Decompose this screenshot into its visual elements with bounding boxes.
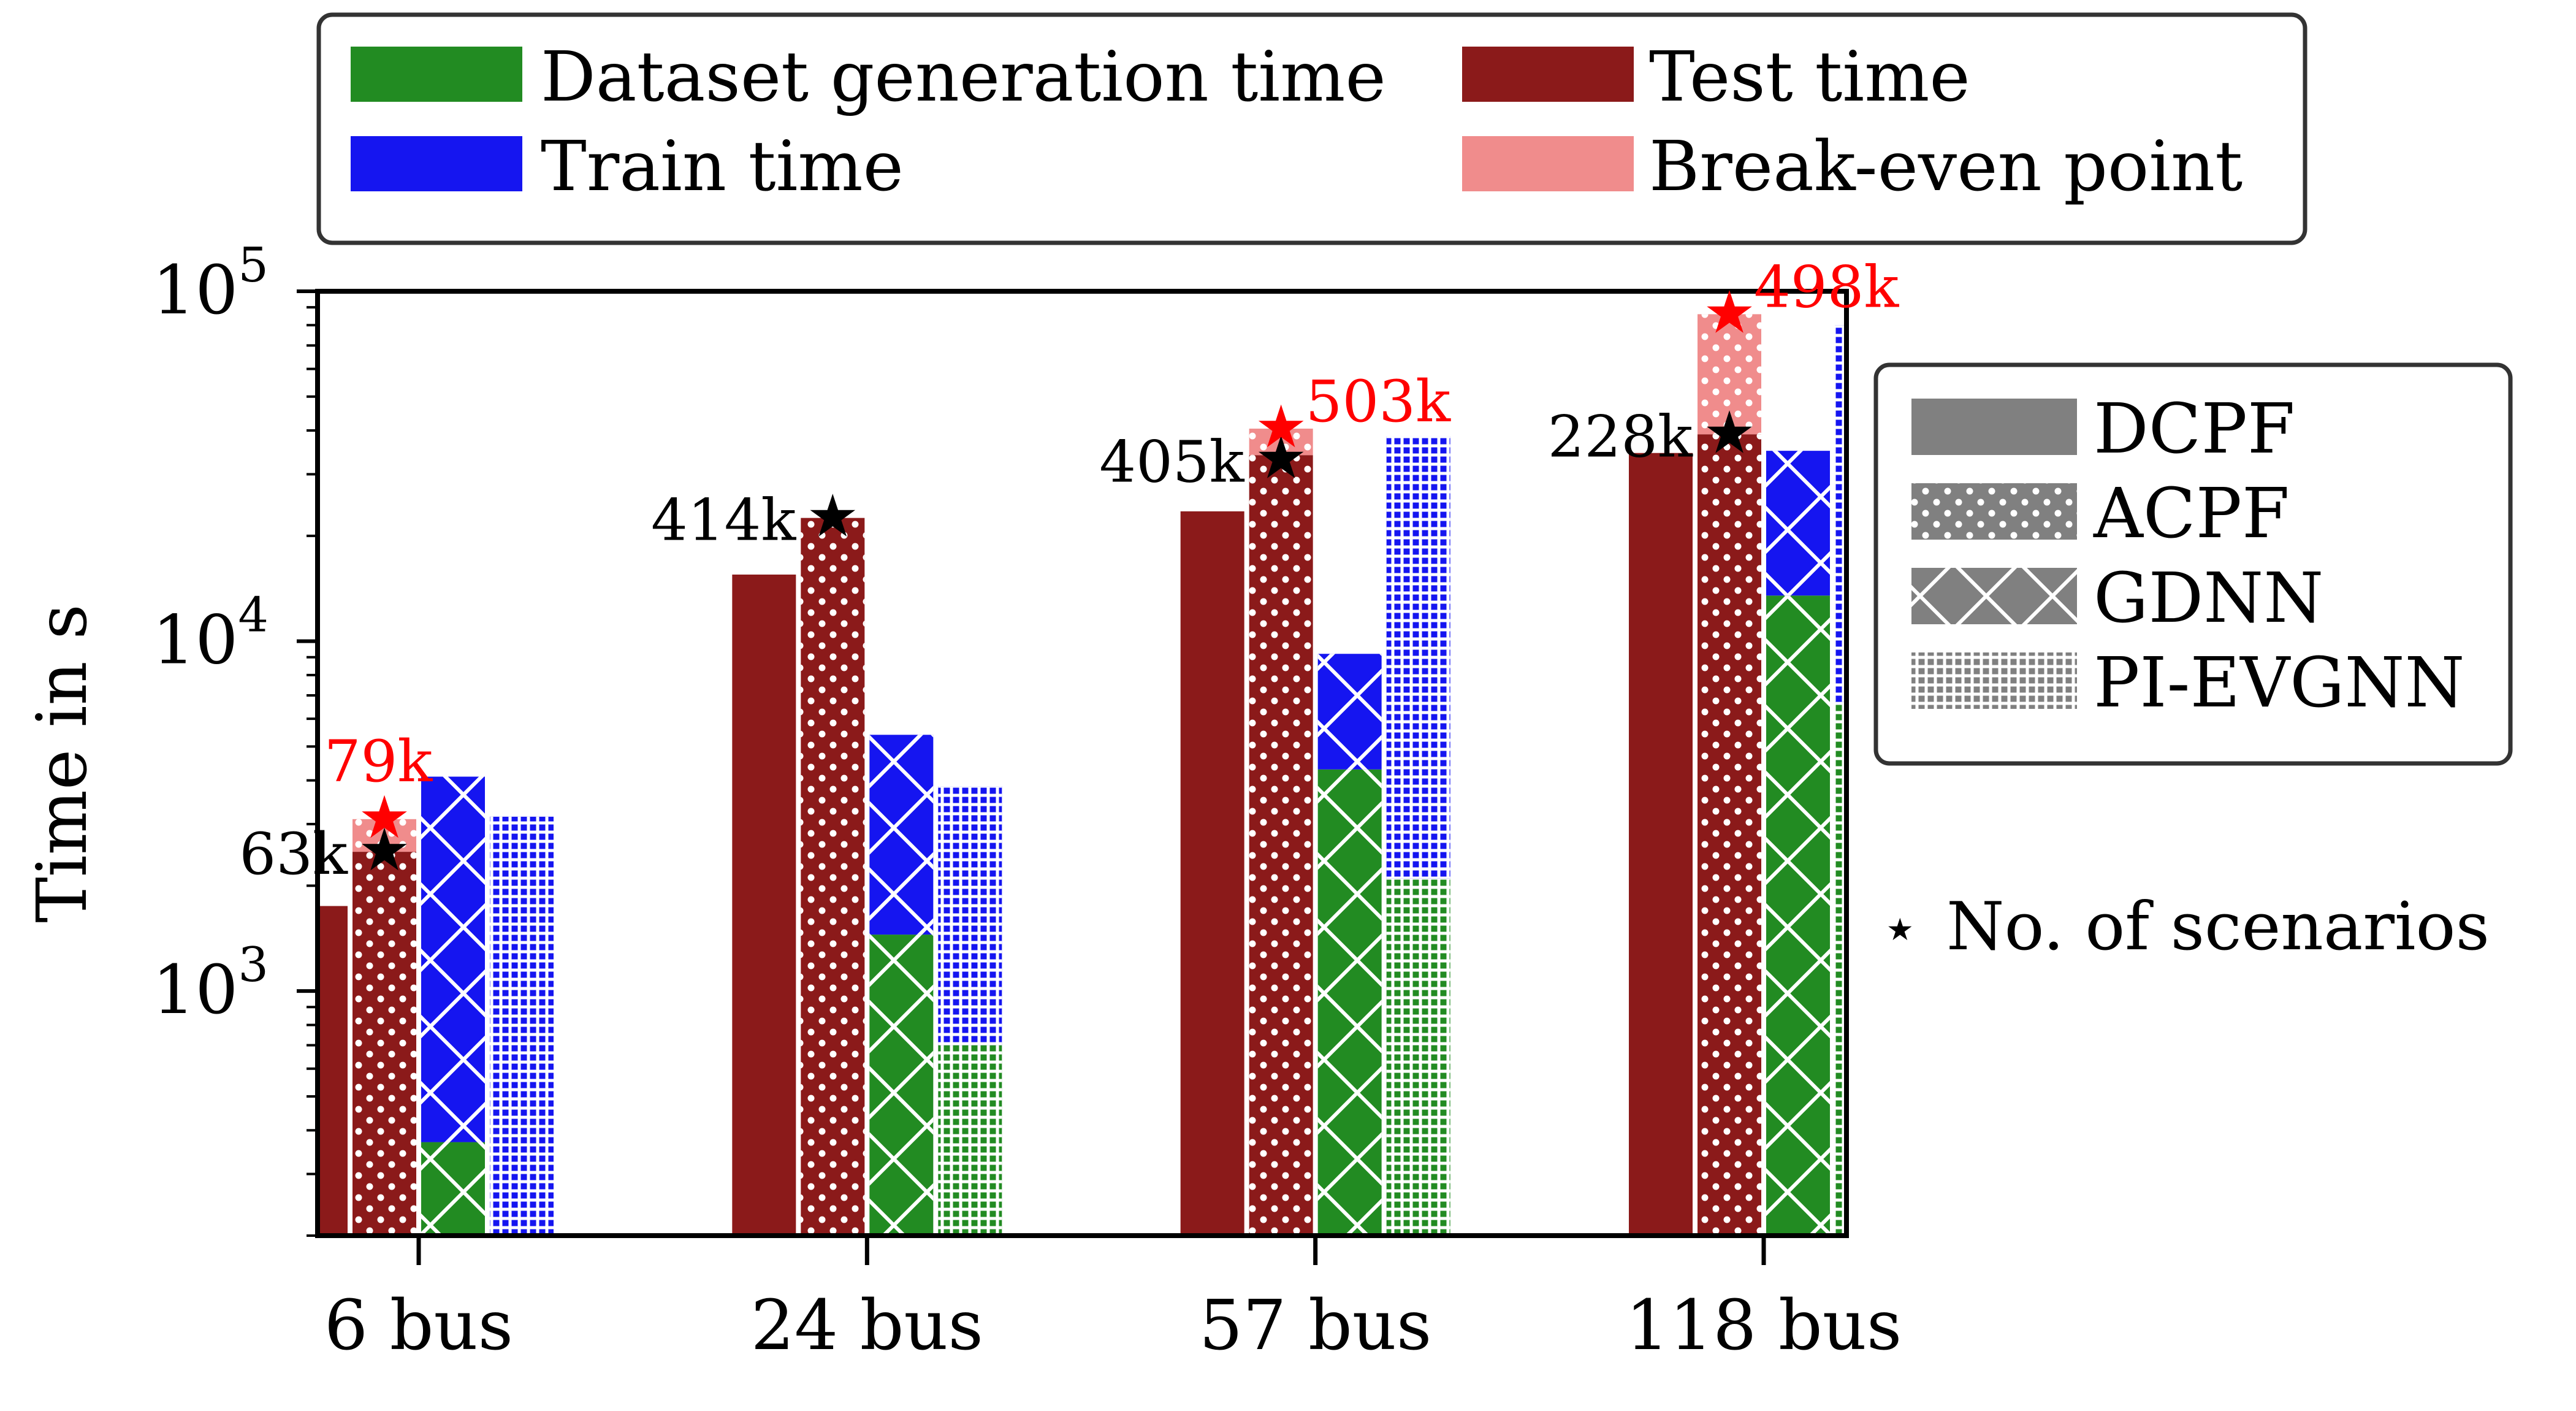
bar-24-bus-gdnn-dataset-pattern <box>869 935 934 1236</box>
scenario-label-24-bus-0: 414k <box>651 488 796 554</box>
scenario-label-118-bus-0: 228k <box>1548 403 1693 470</box>
legend-label-train: Train time <box>541 127 904 207</box>
legend-swatch-gdnn-pattern <box>1911 568 2077 624</box>
star-marker-118-bus-0: ★ <box>1703 398 1756 467</box>
scenario-label-57-bus-1: 503k <box>1306 369 1451 435</box>
star-marker-24-bus-0: ★ <box>806 482 859 551</box>
legend-swatch-dcpf <box>1911 399 2077 455</box>
legend-top: Dataset generation time Test time Train … <box>316 12 2307 245</box>
bar-57-bus-dcpf-test <box>1180 511 1244 1236</box>
bar-57-bus-gdnn-train-pattern <box>1317 654 1382 770</box>
legend-swatch-breakeven <box>1462 136 1634 191</box>
y-tick-label: 105 <box>152 238 269 329</box>
legend-label-breakeven: Break-even point <box>1649 127 2243 207</box>
bar-57-bus-pi-evgnn-train-pattern <box>1386 436 1450 879</box>
bars-layer <box>318 314 1846 1236</box>
bar-6-bus-acpf-test-pattern <box>352 852 416 1236</box>
legend-swatch-test <box>1462 47 1634 102</box>
bar-57-bus-gdnn-dataset-pattern <box>1317 769 1382 1236</box>
legend-swatch-train <box>351 136 522 191</box>
scenario-note-label: No. of scenarios <box>1946 889 2490 965</box>
annotations-layer: ★63k★79k★414k★405k★503k ★228k★498k <box>239 254 1899 888</box>
bar-118-bus-dcpf-test <box>1629 453 1693 1236</box>
legend-right: DCPF ACPF GDNN PI-EVGNN <box>1873 362 2513 766</box>
bar-57-bus-pi-evgnn-dataset-pattern <box>1386 878 1450 1236</box>
scenario-label-57-bus-0: 405k <box>1099 429 1244 496</box>
legend-swatch-acpf-pattern <box>1911 483 2077 540</box>
bar-6-bus-gdnn-train-pattern <box>421 776 485 1142</box>
legend-label-test: Test time <box>1649 37 1970 117</box>
bar-118-bus-acpf-test-pattern <box>1698 434 1761 1236</box>
bar-57-bus-acpf-test-pattern <box>1249 455 1313 1236</box>
x-tick-label-24-bus: 24 bus <box>751 1286 983 1366</box>
legend-swatch-dataset <box>351 47 522 102</box>
axes-layer: 6 bus 24 bus 57 bus 118 bus 103 104 105 <box>152 238 1902 1366</box>
y-tick-label: 104 <box>152 588 269 679</box>
bar-118-bus-pi-evgnn-train-pattern <box>1835 325 1846 702</box>
scenario-label-6-bus-0: 63k <box>239 821 348 888</box>
bar-118-bus-pi-evgnn-dataset-pattern <box>1835 702 1846 1236</box>
bar-24-bus-pi-evgnn-train-pattern <box>938 786 1002 1046</box>
star-marker-118-bus-1: ★ <box>1703 278 1756 346</box>
star-marker-57-bus-1: ★ <box>1255 392 1308 461</box>
bar-118-bus-gdnn-dataset-pattern <box>1766 595 1830 1236</box>
star-marker-6-bus-0: ★ <box>358 816 411 884</box>
scenario-note: ⋆ No. of scenarios <box>1881 889 2490 965</box>
bar-24-bus-gdnn-train-pattern <box>869 735 934 935</box>
bar-6-bus-acpf-breakeven-pattern <box>352 819 416 852</box>
bar-6-bus-pi-evgnn-train-pattern <box>490 816 554 1236</box>
star-icon: ⋆ <box>1881 892 1919 964</box>
scenario-label-6-bus-1: 79k <box>324 728 433 795</box>
star-marker-6-bus-1: ★ <box>358 783 411 852</box>
y-tick-label: 103 <box>152 938 269 1029</box>
legend-label-acpf: ACPF <box>2093 474 2290 554</box>
star-marker-57-bus-0: ★ <box>1255 424 1308 492</box>
legend-label-dataset: Dataset generation time <box>541 37 1386 117</box>
bar-24-bus-dcpf-test <box>732 574 796 1236</box>
plot-frame <box>315 289 1849 1238</box>
bar-118-bus-gdnn-train-pattern <box>1766 451 1830 596</box>
legend-top-frame <box>316 12 2307 245</box>
x-tick-label-57-bus: 57 bus <box>1199 1286 1431 1366</box>
bar-57-bus-acpf-breakeven-pattern <box>1249 428 1313 456</box>
x-tick-label-6-bus: 6 bus <box>324 1286 513 1366</box>
bar-6-bus-dcpf-test <box>318 906 348 1236</box>
bar-24-bus-pi-evgnn-dataset-pattern <box>938 1045 1002 1236</box>
y-axis-label: Time in s <box>23 604 102 923</box>
bar-24-bus-acpf-test-pattern <box>801 518 865 1236</box>
legend-label-dcpf: DCPF <box>2094 389 2295 469</box>
legend-label-pi-evgnn: PI-EVGNN <box>2094 643 2465 723</box>
x-tick-label-118-bus: 118 bus <box>1626 1286 1902 1366</box>
legend-swatch-pi-evgnn-pattern <box>1911 652 2077 709</box>
bar-118-bus-acpf-breakeven-pattern <box>1698 314 1761 435</box>
legend-label-gdnn: GDNN <box>2094 559 2323 638</box>
scenario-label-118-bus-1: 498k <box>1754 254 1899 321</box>
bar-6-bus-gdnn-dataset-pattern <box>421 1142 485 1236</box>
